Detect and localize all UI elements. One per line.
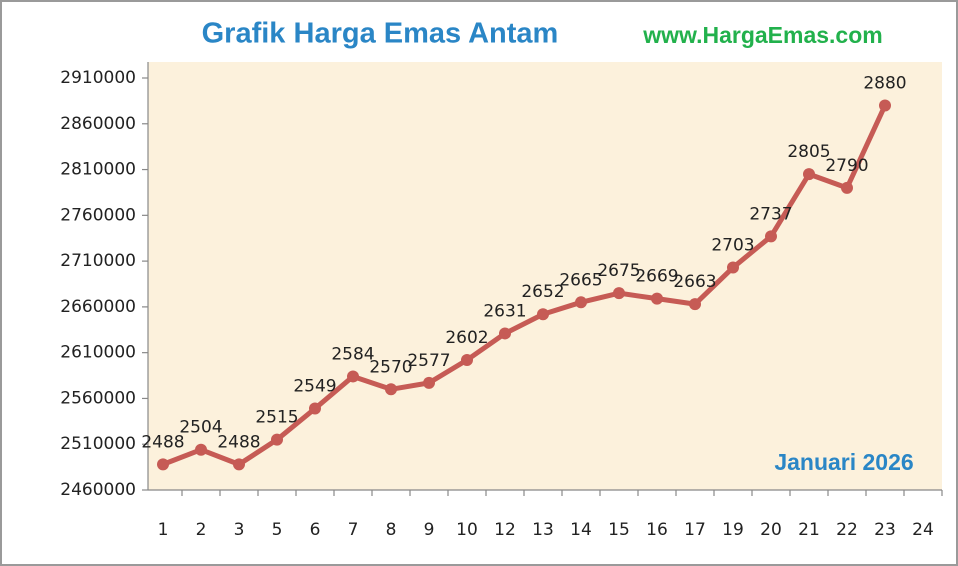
marker <box>803 168 815 181</box>
data-label: 2515 <box>255 408 298 428</box>
marker <box>537 308 549 321</box>
y-tick-label: 2710000 <box>60 251 136 271</box>
y-tick-label: 2460000 <box>60 480 136 500</box>
x-tick-label: 23 <box>874 520 896 540</box>
data-label: 2602 <box>445 328 488 348</box>
marker <box>157 458 169 471</box>
x-tick-label: 1 <box>158 520 169 540</box>
marker <box>423 376 435 389</box>
data-label: 2790 <box>825 156 868 176</box>
x-tick-label: 7 <box>348 520 359 540</box>
marker <box>879 99 891 112</box>
x-tick-label: 3 <box>234 520 245 540</box>
y-tick-label: 2760000 <box>60 205 136 225</box>
marker <box>765 230 777 243</box>
x-tick-label: 5 <box>272 520 283 540</box>
y-tick-label: 2810000 <box>60 160 136 180</box>
annotation: Januari 2026 <box>774 449 913 475</box>
data-label: 2549 <box>293 377 336 397</box>
marker <box>385 383 397 396</box>
x-tick-label: 19 <box>722 520 744 540</box>
marker <box>461 353 473 366</box>
x-tick-label: 15 <box>608 520 630 540</box>
marker <box>841 181 853 194</box>
x-tick-label: 16 <box>646 520 668 540</box>
data-label: 2488 <box>217 432 260 452</box>
y-tick-label: 2560000 <box>60 388 136 408</box>
data-label: 2488 <box>141 432 184 452</box>
data-label: 2805 <box>787 142 830 162</box>
y-tick-label: 2510000 <box>60 434 136 454</box>
data-label: 2631 <box>483 301 526 321</box>
data-label: 2652 <box>521 282 564 302</box>
x-tick-label: 13 <box>532 520 554 540</box>
data-label: 2665 <box>559 270 602 290</box>
data-label: 2584 <box>331 344 374 364</box>
x-tick-label: 22 <box>836 520 858 540</box>
source: www.HargaEmas.com <box>642 22 882 48</box>
data-label: 2737 <box>749 204 792 224</box>
x-tick-label: 20 <box>760 520 782 540</box>
marker <box>233 458 245 471</box>
x-tick-label: 21 <box>798 520 820 540</box>
x-tick-label: 6 <box>310 520 321 540</box>
marker <box>689 298 701 311</box>
data-label: 2703 <box>711 236 754 256</box>
marker <box>347 370 359 383</box>
y-tick-label: 2660000 <box>60 297 136 317</box>
marker <box>309 402 321 415</box>
data-label: 2880 <box>863 73 906 93</box>
x-tick-label: 9 <box>424 520 435 540</box>
data-label: 2663 <box>673 272 716 292</box>
x-tick-label: 12 <box>494 520 516 540</box>
plot-area <box>148 62 942 490</box>
line <box>162 104 888 467</box>
data-label: 2577 <box>407 351 450 371</box>
y-tick-label: 2860000 <box>60 114 136 134</box>
x-tick-label: 14 <box>570 520 592 540</box>
marker <box>613 287 625 300</box>
x-tick-label: 2 <box>196 520 207 540</box>
y-tick-label: 2910000 <box>60 68 136 88</box>
x-tick-label: 10 <box>456 520 478 540</box>
marker <box>727 261 739 274</box>
x-tick-label: 24 <box>912 520 934 540</box>
x-tick-label: 17 <box>684 520 706 540</box>
marker <box>651 292 663 305</box>
data-label: 2675 <box>597 261 640 281</box>
marker <box>575 296 587 309</box>
y-tick-label: 2610000 <box>60 343 136 363</box>
data-label: 2669 <box>635 267 678 287</box>
marker <box>499 327 511 340</box>
data-label: 2570 <box>369 357 412 377</box>
chart-title: Grafik Harga Emas Antam <box>202 18 559 50</box>
marker <box>195 443 207 456</box>
data-label: 2504 <box>179 418 222 438</box>
x-tick-label: 8 <box>386 520 397 540</box>
marker <box>271 433 283 446</box>
